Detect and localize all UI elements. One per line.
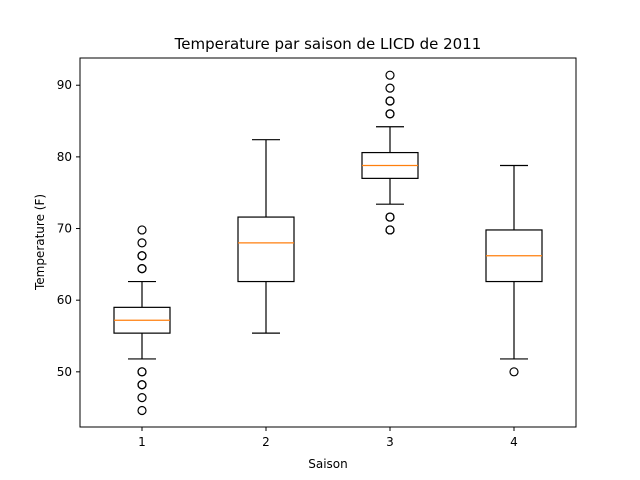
y-tick-label: 90 [57,78,72,92]
outlier-point [137,238,147,248]
outlier-point [137,264,147,274]
y-axis-label: Temperature (F) [33,194,47,291]
y-tick-label: 50 [57,365,72,379]
box-iqr [237,216,295,283]
outlier-point [385,225,395,235]
x-axis: 1 2 3 4 [138,427,518,449]
y-tick-label: 70 [57,222,72,236]
chart-title: Temperature par saison de LICD de 2011 [174,35,482,53]
box-group-1 [113,225,171,416]
outlier-point [137,251,147,261]
axes-frame [79,57,577,428]
box-group-4 [485,164,543,377]
x-axis-label: Saison [308,457,348,471]
y-tick-label: 60 [57,293,72,307]
outlier-point [385,109,395,119]
x-tick-label: 1 [138,435,146,449]
outlier-point [137,393,147,403]
y-axis: 50 60 70 80 90 [57,78,80,379]
x-tick-label: 3 [386,435,394,449]
box-group-3 [361,70,419,235]
x-tick-label: 2 [262,435,270,449]
outlier-point [137,367,147,377]
outlier-point [385,212,395,222]
plot-area [113,70,543,416]
outlier-point [137,225,147,235]
outlier-point [385,70,395,80]
outlier-point [385,96,395,106]
y-tick-label: 80 [57,150,72,164]
outlier-point [385,83,395,93]
outlier-point [137,405,147,416]
outlier-point [509,367,519,377]
x-tick-label: 4 [510,435,518,449]
box-group-2 [237,139,295,334]
outlier-point [137,380,147,390]
